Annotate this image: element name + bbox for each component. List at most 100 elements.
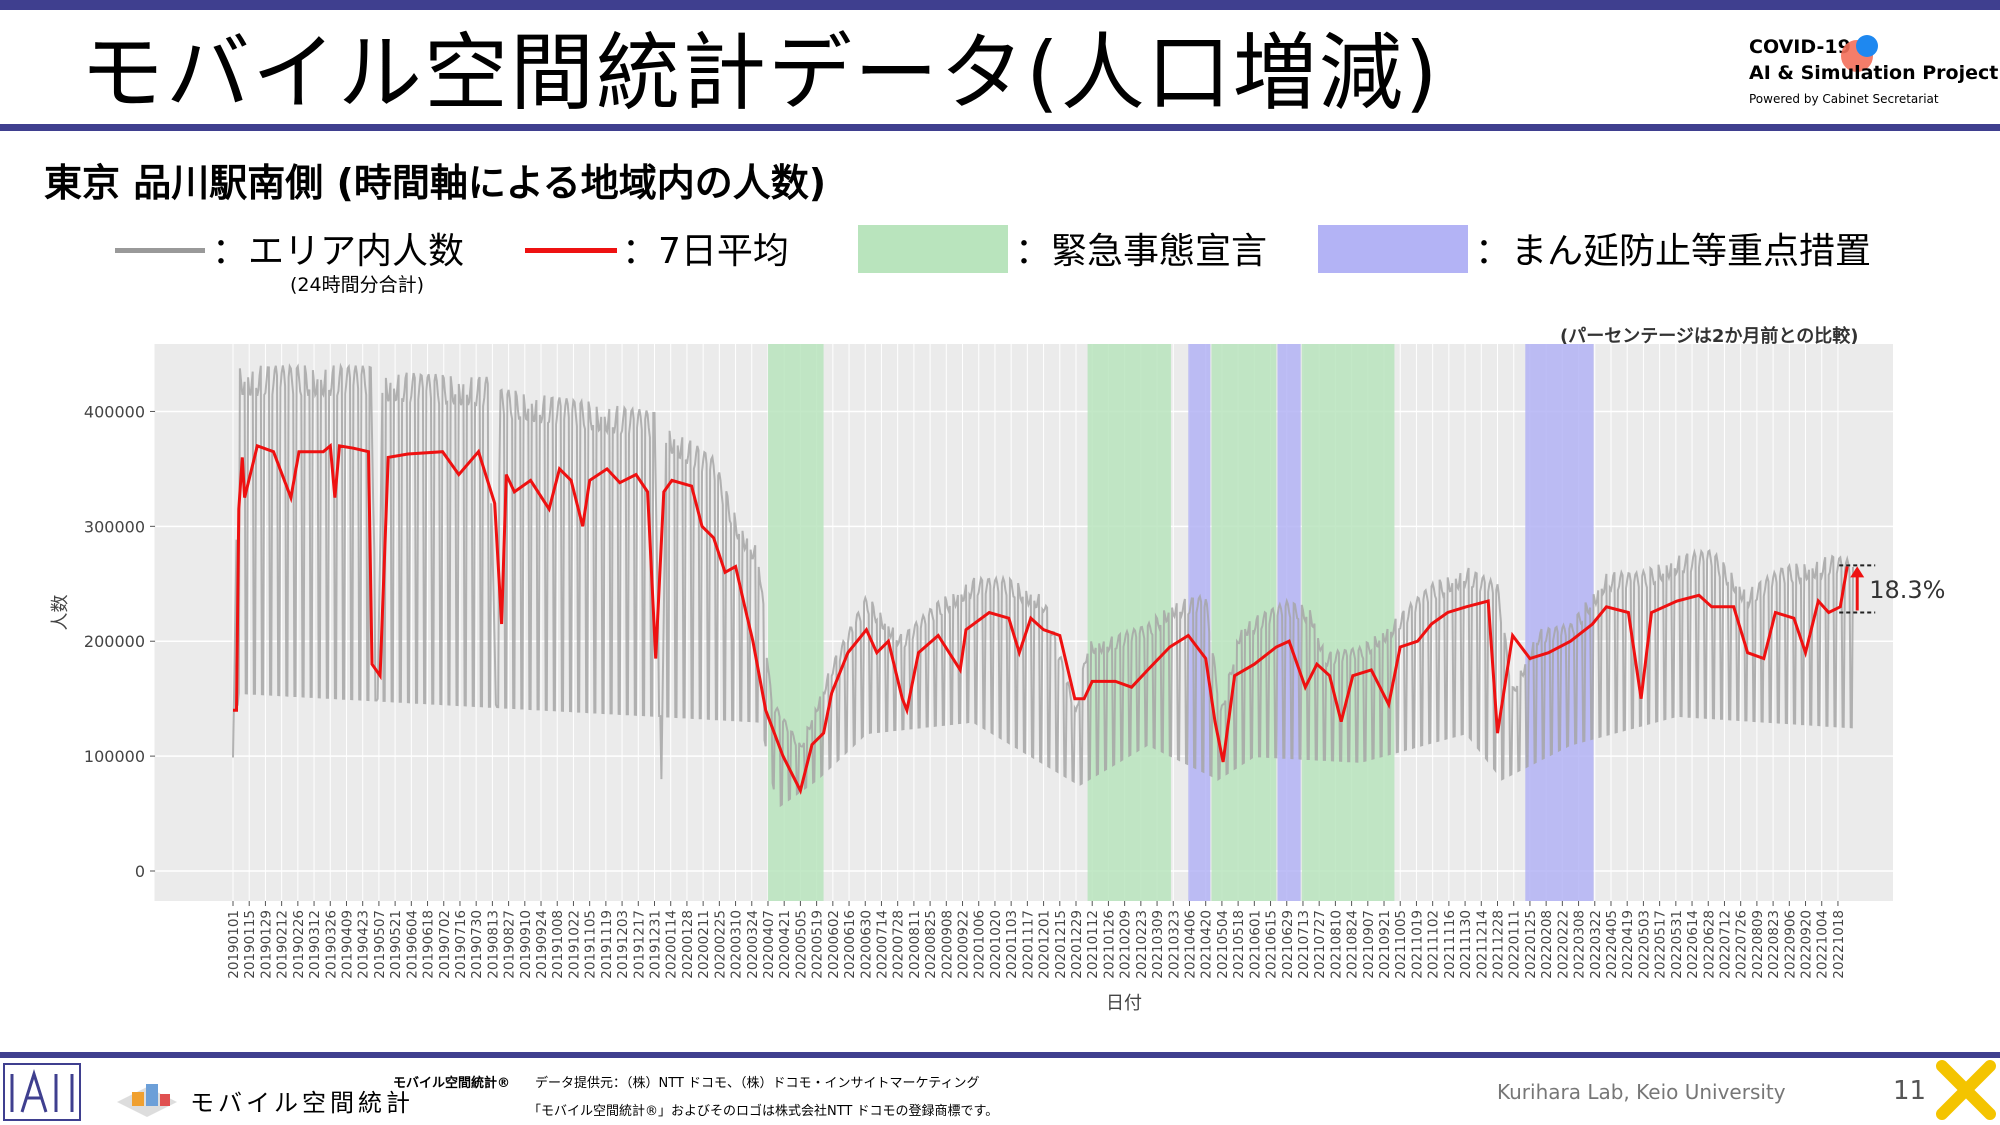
legend-avg-label: ：7日平均 bbox=[622, 231, 789, 272]
logo-line1: COVID-19 bbox=[1749, 36, 1851, 58]
chart: 0 100000 200000 300000 400000 20190101 2019011… bbox=[50, 344, 1945, 1014]
header-bottom-bar bbox=[0, 124, 2000, 131]
x-tick-label: 20200407 bbox=[761, 910, 777, 979]
x-tick-label: 20190129 bbox=[258, 910, 274, 979]
legend-area-note: (24時間分合計) bbox=[290, 274, 425, 296]
x-tick-label: 20200811 bbox=[907, 910, 923, 979]
priority-period bbox=[1277, 344, 1301, 901]
x-tick-label: 20200114 bbox=[664, 910, 680, 979]
x-tick-label: 20190716 bbox=[453, 910, 469, 979]
x-tick-label: 20221004 bbox=[1815, 910, 1831, 979]
x-tick-label: 20211214 bbox=[1474, 910, 1490, 979]
x-tick-label: 20220517 bbox=[1653, 910, 1669, 979]
emergency-period bbox=[767, 344, 824, 901]
x-tick-label: 20210713 bbox=[1296, 910, 1312, 979]
x-tick-label: 20210323 bbox=[1166, 910, 1182, 979]
x-tick-label: 20210907 bbox=[1361, 910, 1377, 979]
legend-emergency-label: ：緊急事態宣言 bbox=[1015, 231, 1268, 272]
x-tick-label: 20210824 bbox=[1345, 910, 1361, 979]
x-tick-label: 20190423 bbox=[356, 910, 372, 979]
x-tick-label: 20191105 bbox=[583, 910, 599, 979]
legend-area-swatch bbox=[115, 248, 205, 253]
x-tick-label: 20200225 bbox=[712, 910, 728, 979]
x-tick-label: 20190101 bbox=[226, 910, 242, 979]
x-tick-label: 20210223 bbox=[1134, 910, 1150, 979]
x-tick-label: 20191119 bbox=[599, 910, 615, 979]
x-tick-label: 20190730 bbox=[469, 910, 485, 979]
x-tick-label: 20211228 bbox=[1491, 910, 1507, 979]
footer-provider: データ提供元：（株）NTT ドコモ、（株）ドコモ・インサイトマーケティング bbox=[535, 1076, 980, 1091]
x-tick-label: 20211116 bbox=[1442, 910, 1458, 979]
x-tick-label: 20190521 bbox=[388, 910, 404, 979]
x-tick-label: 20210518 bbox=[1231, 910, 1247, 979]
x-tick-label: 20200519 bbox=[810, 910, 826, 979]
x-axis-label: 日付 bbox=[1106, 993, 1142, 1014]
x-tick-label: 20220531 bbox=[1669, 910, 1685, 979]
x-tick-label: 20210727 bbox=[1312, 910, 1328, 979]
x-tick-label: 20200630 bbox=[858, 910, 874, 979]
logo-line3: Powered by Cabinet Secretariat bbox=[1749, 92, 1939, 106]
x-tick-label: 20220906 bbox=[1782, 910, 1798, 979]
footer-logo-text: モバイル空間統計 bbox=[190, 1089, 414, 1117]
x-tick-label: 20220125 bbox=[1523, 910, 1539, 979]
x-tick-label: 20220823 bbox=[1766, 910, 1782, 979]
x-tick-label: 20200728 bbox=[891, 910, 907, 979]
x-tick-label: 20220222 bbox=[1555, 910, 1571, 979]
x-tick-label: 20201006 bbox=[972, 910, 988, 979]
x-tick-label: 20200505 bbox=[793, 910, 809, 979]
x-tick-label: 20190212 bbox=[275, 910, 291, 979]
x-tick-label: 20210309 bbox=[1150, 910, 1166, 979]
x-tick-label: 20200421 bbox=[777, 910, 793, 979]
x-tick-label: 20191022 bbox=[566, 910, 582, 979]
x-tick-label: 20200908 bbox=[939, 910, 955, 979]
x-tick-label: 20220419 bbox=[1620, 910, 1636, 979]
x-tick-label: 20220628 bbox=[1701, 910, 1717, 979]
x-tick-label: 20220322 bbox=[1588, 910, 1604, 979]
x-tick-label: 20221018 bbox=[1831, 910, 1847, 979]
x-tick-label: 20190618 bbox=[421, 910, 437, 979]
x-tick-label: 20220503 bbox=[1636, 910, 1652, 979]
x-tick-label: 20210601 bbox=[1247, 910, 1263, 979]
x-tick-label: 20210420 bbox=[1199, 910, 1215, 979]
x-tick-label: 20220308 bbox=[1572, 910, 1588, 979]
logo-line2: AI & Simulation Project bbox=[1749, 62, 1999, 84]
x-tick-label: 20201201 bbox=[1037, 910, 1053, 979]
x-tick-label: 20201215 bbox=[1053, 910, 1069, 979]
x-tick-label: 20220111 bbox=[1507, 910, 1523, 979]
legend-priority-label: ：まん延防止等重点措置 bbox=[1475, 231, 1872, 272]
x-tick-label: 20201020 bbox=[988, 910, 1004, 979]
x-tick-label: 20190813 bbox=[485, 910, 501, 979]
y-axis-label: 人数 bbox=[50, 595, 71, 631]
plot-background bbox=[155, 344, 1893, 901]
footer-notice: 「モバイル空間統計®」およびそのロゴは株式会社NTT ドコモの登録商標です。 bbox=[528, 1104, 999, 1119]
annotation-arrowhead bbox=[1850, 566, 1865, 578]
page-number: 11 bbox=[1893, 1076, 1927, 1106]
x-tick-label: 20200616 bbox=[842, 910, 858, 979]
x-tick-label: 20200922 bbox=[956, 910, 972, 979]
seven-day-average-line bbox=[233, 442, 1849, 795]
x-tick-label: 20200211 bbox=[696, 910, 712, 979]
x-tick-label: 20200602 bbox=[826, 910, 842, 979]
x-tick-label: 20211019 bbox=[1409, 910, 1425, 979]
y-tick-label: 0 bbox=[135, 862, 145, 881]
x-tick-label: 20220712 bbox=[1717, 910, 1733, 979]
priority-period bbox=[1525, 344, 1594, 901]
y-tick-label: 200000 bbox=[84, 632, 145, 651]
x-tick-label: 20210504 bbox=[1215, 910, 1231, 979]
x-tick-label: 20220920 bbox=[1799, 910, 1815, 979]
header-top-bar bbox=[0, 0, 2000, 10]
x-tick-label: 20200310 bbox=[729, 910, 745, 979]
x-tick-label: 20190924 bbox=[534, 910, 550, 979]
x-tick-label: 20220809 bbox=[1750, 910, 1766, 979]
x-tick-label: 20191203 bbox=[615, 910, 631, 979]
x-tick-label: 20210921 bbox=[1377, 910, 1393, 979]
x-tick-label: 20220726 bbox=[1734, 910, 1750, 979]
logo-dots-icon bbox=[1841, 35, 1878, 72]
y-tick-label: 100000 bbox=[84, 747, 145, 766]
x-tick-label: 20191008 bbox=[550, 910, 566, 979]
x-tick-label: 20210126 bbox=[1101, 910, 1117, 979]
x-tick-label: 20200825 bbox=[923, 910, 939, 979]
x-tick-label: 20201229 bbox=[1069, 910, 1085, 979]
x-tick-label: 20210112 bbox=[1085, 910, 1101, 979]
ai-lab-logo-icon bbox=[3, 1063, 81, 1121]
